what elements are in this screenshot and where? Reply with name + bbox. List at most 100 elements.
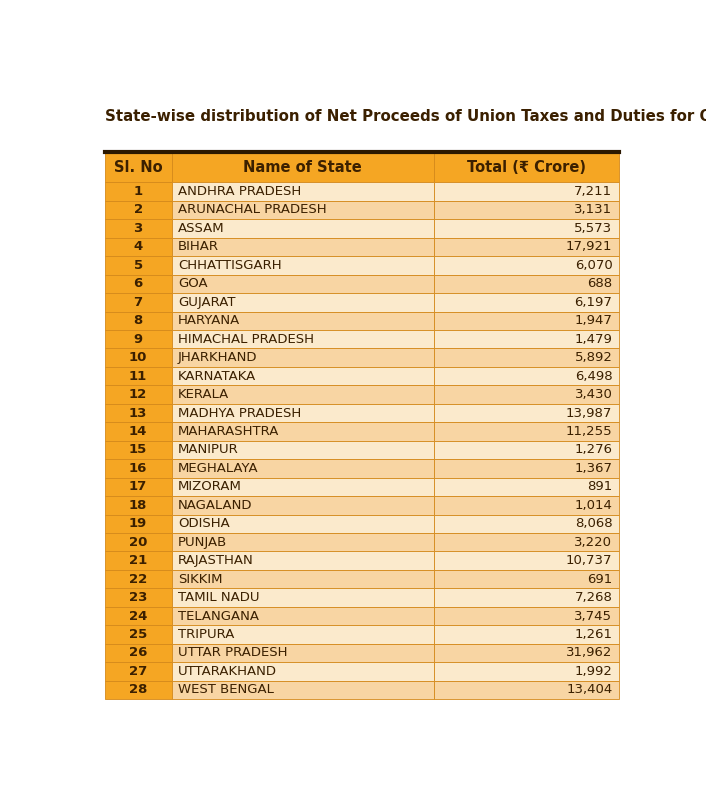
FancyBboxPatch shape: [172, 219, 433, 237]
Text: ODISHA: ODISHA: [178, 517, 230, 530]
Text: 17,921: 17,921: [566, 240, 612, 253]
Text: 24: 24: [129, 610, 148, 623]
Text: 13,987: 13,987: [566, 407, 612, 419]
FancyBboxPatch shape: [172, 626, 433, 644]
Text: 3,430: 3,430: [575, 388, 612, 401]
FancyBboxPatch shape: [104, 514, 172, 533]
FancyBboxPatch shape: [172, 533, 433, 551]
FancyBboxPatch shape: [433, 422, 619, 441]
Text: 8: 8: [133, 314, 143, 327]
Text: 691: 691: [587, 573, 612, 585]
Text: 26: 26: [129, 646, 148, 660]
Text: 5,573: 5,573: [574, 222, 612, 235]
FancyBboxPatch shape: [172, 514, 433, 533]
Text: ARUNACHAL PRADESH: ARUNACHAL PRADESH: [178, 203, 327, 217]
FancyBboxPatch shape: [172, 496, 433, 514]
Text: JHARKHAND: JHARKHAND: [178, 351, 258, 364]
Text: 7,211: 7,211: [574, 185, 612, 198]
FancyBboxPatch shape: [433, 681, 619, 699]
FancyBboxPatch shape: [433, 312, 619, 330]
Text: 14: 14: [129, 425, 148, 438]
FancyBboxPatch shape: [433, 644, 619, 662]
FancyBboxPatch shape: [104, 644, 172, 662]
FancyBboxPatch shape: [433, 662, 619, 681]
Text: HIMACHAL PRADESH: HIMACHAL PRADESH: [178, 333, 314, 346]
FancyBboxPatch shape: [172, 441, 433, 459]
FancyBboxPatch shape: [172, 459, 433, 478]
FancyBboxPatch shape: [104, 330, 172, 348]
FancyBboxPatch shape: [172, 403, 433, 422]
FancyBboxPatch shape: [104, 256, 172, 274]
Text: 6: 6: [133, 278, 143, 290]
FancyBboxPatch shape: [104, 219, 172, 237]
Text: 3,745: 3,745: [575, 610, 612, 623]
Text: 4: 4: [133, 240, 143, 253]
Text: CHHATTISGARH: CHHATTISGARH: [178, 259, 282, 272]
Text: 18: 18: [129, 499, 148, 512]
Text: 17: 17: [129, 480, 148, 494]
FancyBboxPatch shape: [104, 367, 172, 385]
FancyBboxPatch shape: [172, 330, 433, 348]
Text: MIZORAM: MIZORAM: [178, 480, 242, 494]
FancyBboxPatch shape: [104, 201, 172, 219]
FancyBboxPatch shape: [172, 607, 433, 626]
FancyBboxPatch shape: [104, 478, 172, 496]
Text: 1,276: 1,276: [575, 444, 612, 456]
Text: GOA: GOA: [178, 278, 208, 290]
FancyBboxPatch shape: [172, 367, 433, 385]
FancyBboxPatch shape: [172, 570, 433, 589]
FancyBboxPatch shape: [433, 626, 619, 644]
FancyBboxPatch shape: [433, 367, 619, 385]
FancyBboxPatch shape: [172, 348, 433, 367]
Text: 25: 25: [129, 628, 148, 641]
Text: HARYANA: HARYANA: [178, 314, 240, 327]
FancyBboxPatch shape: [433, 533, 619, 551]
Text: WEST BENGAL: WEST BENGAL: [178, 683, 274, 696]
Text: 12: 12: [129, 388, 148, 401]
Text: 1,367: 1,367: [575, 462, 612, 475]
Text: 1,479: 1,479: [575, 333, 612, 346]
Text: 11: 11: [129, 369, 148, 383]
Text: Sl. No: Sl. No: [114, 160, 162, 175]
FancyBboxPatch shape: [433, 274, 619, 293]
FancyBboxPatch shape: [172, 201, 433, 219]
FancyBboxPatch shape: [104, 182, 172, 201]
Text: 31,962: 31,962: [566, 646, 612, 660]
FancyBboxPatch shape: [433, 478, 619, 496]
Text: 1,014: 1,014: [575, 499, 612, 512]
FancyBboxPatch shape: [433, 551, 619, 570]
Text: MEGHALAYA: MEGHALAYA: [178, 462, 258, 475]
FancyBboxPatch shape: [104, 153, 172, 182]
Text: UTTARAKHAND: UTTARAKHAND: [178, 665, 277, 678]
FancyBboxPatch shape: [104, 274, 172, 293]
FancyBboxPatch shape: [104, 312, 172, 330]
Text: 3,220: 3,220: [575, 536, 612, 549]
Text: TAMIL NADU: TAMIL NADU: [178, 591, 260, 604]
Text: 3: 3: [133, 222, 143, 235]
Text: 6,070: 6,070: [575, 259, 612, 272]
FancyBboxPatch shape: [104, 533, 172, 551]
Text: 3,131: 3,131: [574, 203, 612, 217]
Text: 16: 16: [129, 462, 148, 475]
FancyBboxPatch shape: [433, 153, 619, 182]
Text: 6,498: 6,498: [575, 369, 612, 383]
Text: 2: 2: [133, 203, 143, 217]
Text: 22: 22: [129, 573, 148, 585]
Text: TELANGANA: TELANGANA: [178, 610, 259, 623]
FancyBboxPatch shape: [433, 348, 619, 367]
Text: 13,404: 13,404: [566, 683, 612, 696]
FancyBboxPatch shape: [433, 219, 619, 237]
Text: 11,255: 11,255: [566, 425, 612, 438]
FancyBboxPatch shape: [433, 496, 619, 514]
Text: 9: 9: [133, 333, 143, 346]
FancyBboxPatch shape: [433, 570, 619, 589]
FancyBboxPatch shape: [433, 441, 619, 459]
FancyBboxPatch shape: [433, 459, 619, 478]
FancyBboxPatch shape: [172, 153, 433, 182]
FancyBboxPatch shape: [172, 256, 433, 274]
Text: 10: 10: [129, 351, 148, 364]
Text: KERALA: KERALA: [178, 388, 229, 401]
FancyBboxPatch shape: [172, 478, 433, 496]
FancyBboxPatch shape: [104, 551, 172, 570]
Text: NAGALAND: NAGALAND: [178, 499, 253, 512]
